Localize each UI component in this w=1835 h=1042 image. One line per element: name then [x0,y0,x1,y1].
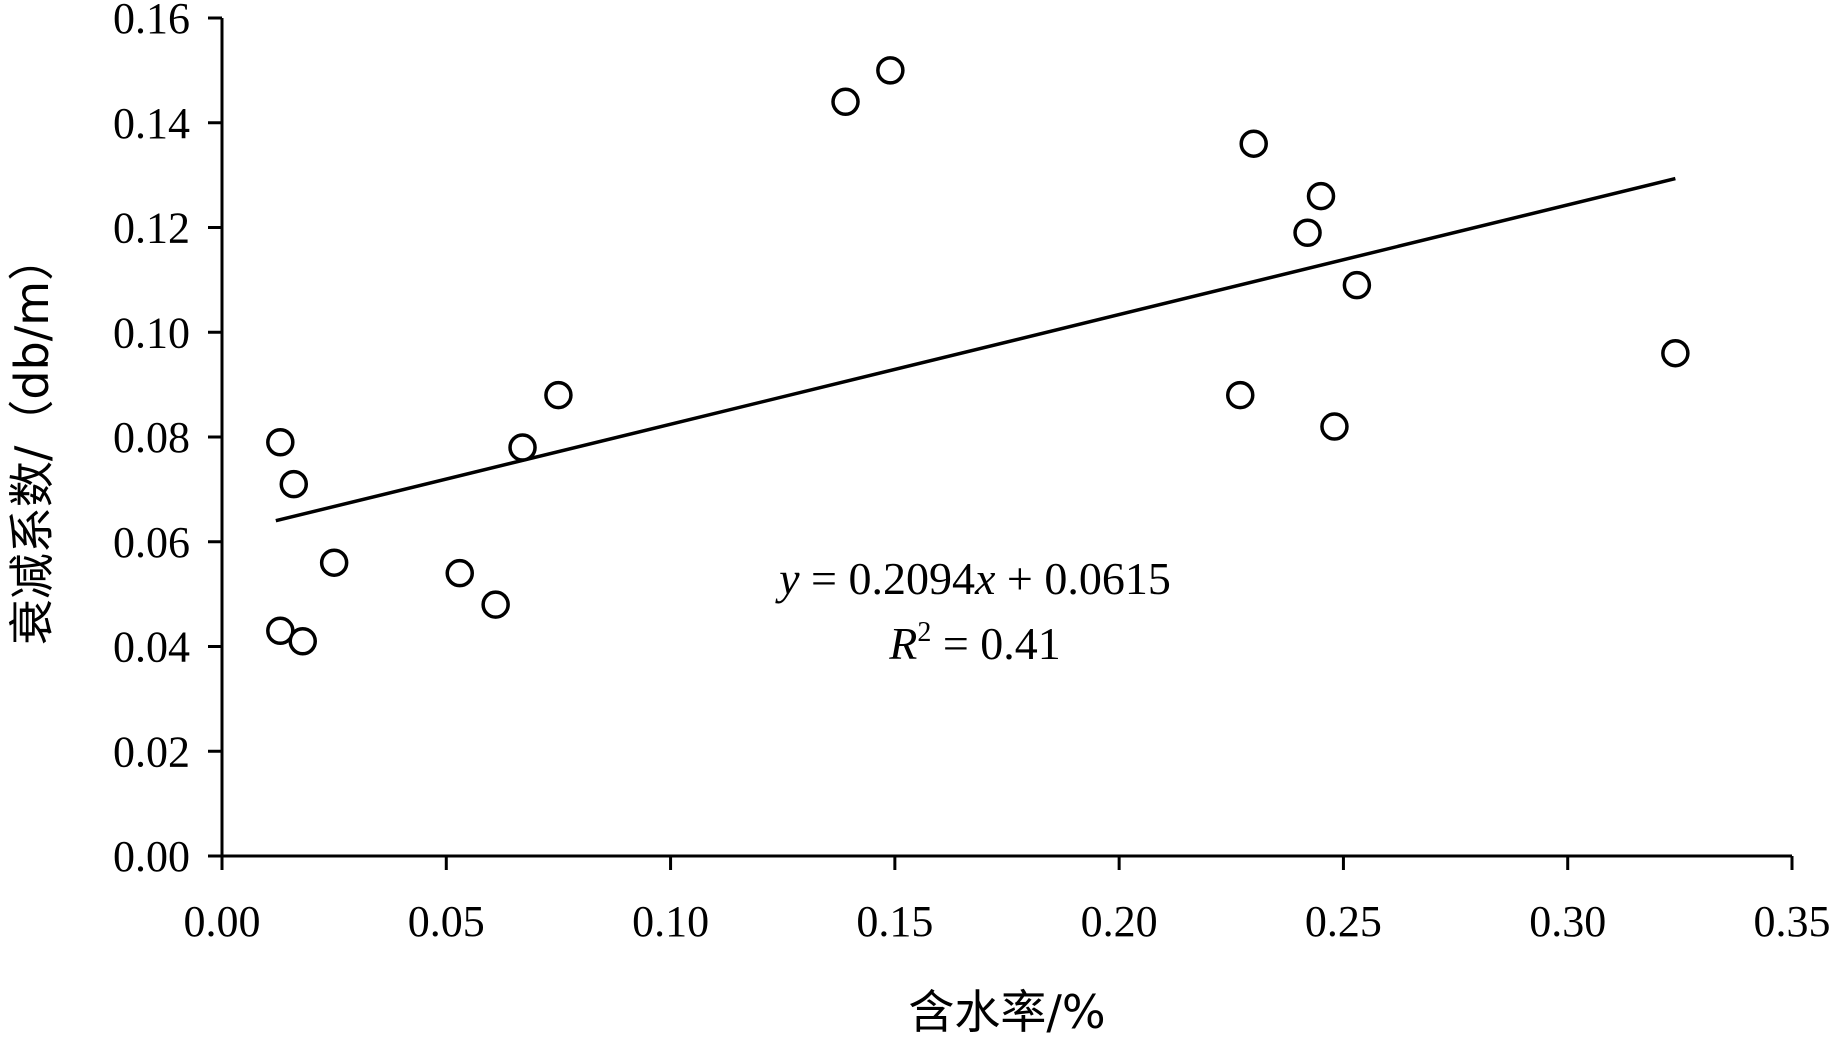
data-point [288,627,317,656]
y-tick-label: 0.02 [113,727,190,776]
x-tick-label: 0.30 [1529,897,1606,946]
data-point [279,469,309,499]
data-point [831,87,860,117]
y-tick-label: 0.06 [113,518,190,567]
trend-equation: y = 0.2094x + 0.0615 [775,553,1171,604]
data-point [876,56,905,85]
data-point [1342,270,1372,300]
data-point [1239,129,1268,158]
axes [220,18,1792,858]
data-point [1226,380,1255,410]
data-point [445,558,474,588]
x-ticks: 0.00 0.05 0.10 0.15 0.20 0.25 0.30 0.35 [184,856,1831,946]
y-tick-label: 0.14 [113,99,190,148]
data-point [266,616,295,646]
data-point [1293,218,1322,247]
data-point [266,427,295,457]
x-tick-label: 0.25 [1305,897,1382,946]
trendline-layer [275,176,1676,523]
x-axis-title: 含水率/% [908,985,1105,1039]
data-points [266,56,1690,656]
y-tick-label: 0.00 [113,832,190,881]
data-point [481,590,510,619]
x-tick-label: 0.05 [408,897,485,946]
x-tick-label: 0.20 [1081,897,1158,946]
x-tick-label: 0.10 [632,897,709,946]
y-tick-label: 0.08 [113,413,190,462]
y-ticks: 0.00 0.02 0.04 0.06 0.08 0.10 0.12 0.14 0.16 [113,0,222,881]
r-squared: R2 = 0.41 [888,617,1061,669]
y-axis-title: 衰减系数/（db/m） [5,235,59,645]
data-point [508,433,537,462]
y-tick-label: 0.10 [113,308,190,357]
data-point [544,380,573,410]
data-point [1661,338,1690,368]
data-point [319,548,349,577]
y-tick-label: 0.04 [113,623,190,672]
x-tick-label: 0.00 [184,897,261,946]
x-tick-label: 0.35 [1754,897,1831,946]
x-tick-label: 0.15 [856,897,933,946]
data-point [1306,181,1336,211]
trendline [275,176,1676,523]
y-tick-label: 0.16 [113,0,190,43]
data-point [1320,412,1349,441]
y-tick-label: 0.12 [113,204,190,253]
